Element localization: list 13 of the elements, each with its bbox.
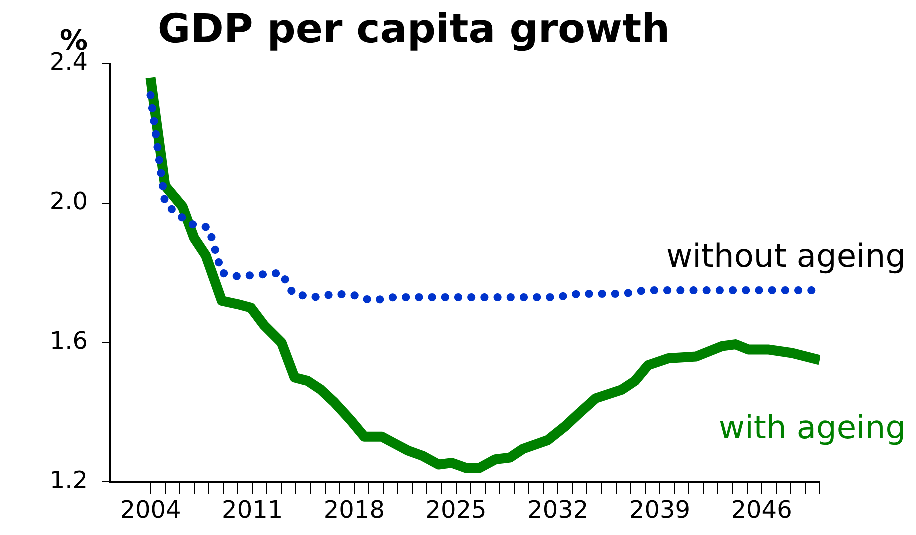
- x-tick-label: 2039: [629, 496, 690, 524]
- x-tick-label: 2018: [324, 496, 385, 524]
- series-label: with ageing: [718, 408, 906, 447]
- x-tick-label: 2011: [222, 496, 284, 524]
- series-label: without ageing: [666, 236, 906, 275]
- y-tick-label: 1.2: [50, 466, 88, 494]
- x-tick-label: 2032: [528, 496, 589, 524]
- x-tick-label: 2025: [426, 496, 487, 524]
- y-tick-label: 2.0: [50, 188, 88, 216]
- chart-title: GDP per capita growth: [158, 6, 670, 52]
- x-tick-label: 2046: [731, 496, 792, 524]
- x-tick-label: 2004: [120, 496, 182, 524]
- y-tick-label: 1.6: [50, 327, 88, 356]
